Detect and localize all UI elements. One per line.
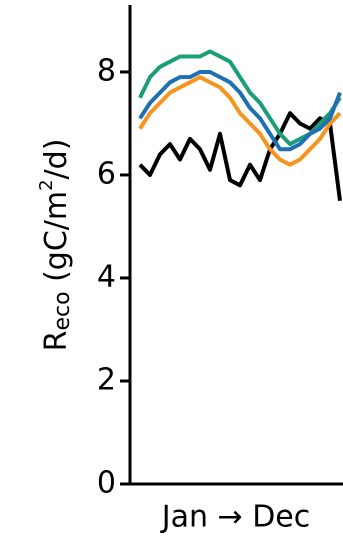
y-axis-label-part: /d) <box>39 139 74 180</box>
y-axis-label: Reco (gC/m2/d) <box>36 139 75 352</box>
y-tick-label: 6 <box>97 156 116 191</box>
series-line <box>138 75 342 167</box>
y-axis-label-part: R <box>39 331 74 352</box>
y-tick-label: 2 <box>97 362 116 397</box>
plot-area <box>138 49 342 201</box>
y-axis-label-part: eco <box>50 291 75 330</box>
y-tick-label: 0 <box>97 466 116 501</box>
series-line <box>138 70 342 152</box>
y-axis-label-part: (gC/m <box>39 191 74 292</box>
y-tick-label: 8 <box>97 53 116 88</box>
x-axis-label: Jan → Dec <box>160 500 311 535</box>
y-axis-label-part: 2 <box>36 179 57 190</box>
y-tick-label: 4 <box>97 259 116 294</box>
series-line <box>138 111 342 201</box>
